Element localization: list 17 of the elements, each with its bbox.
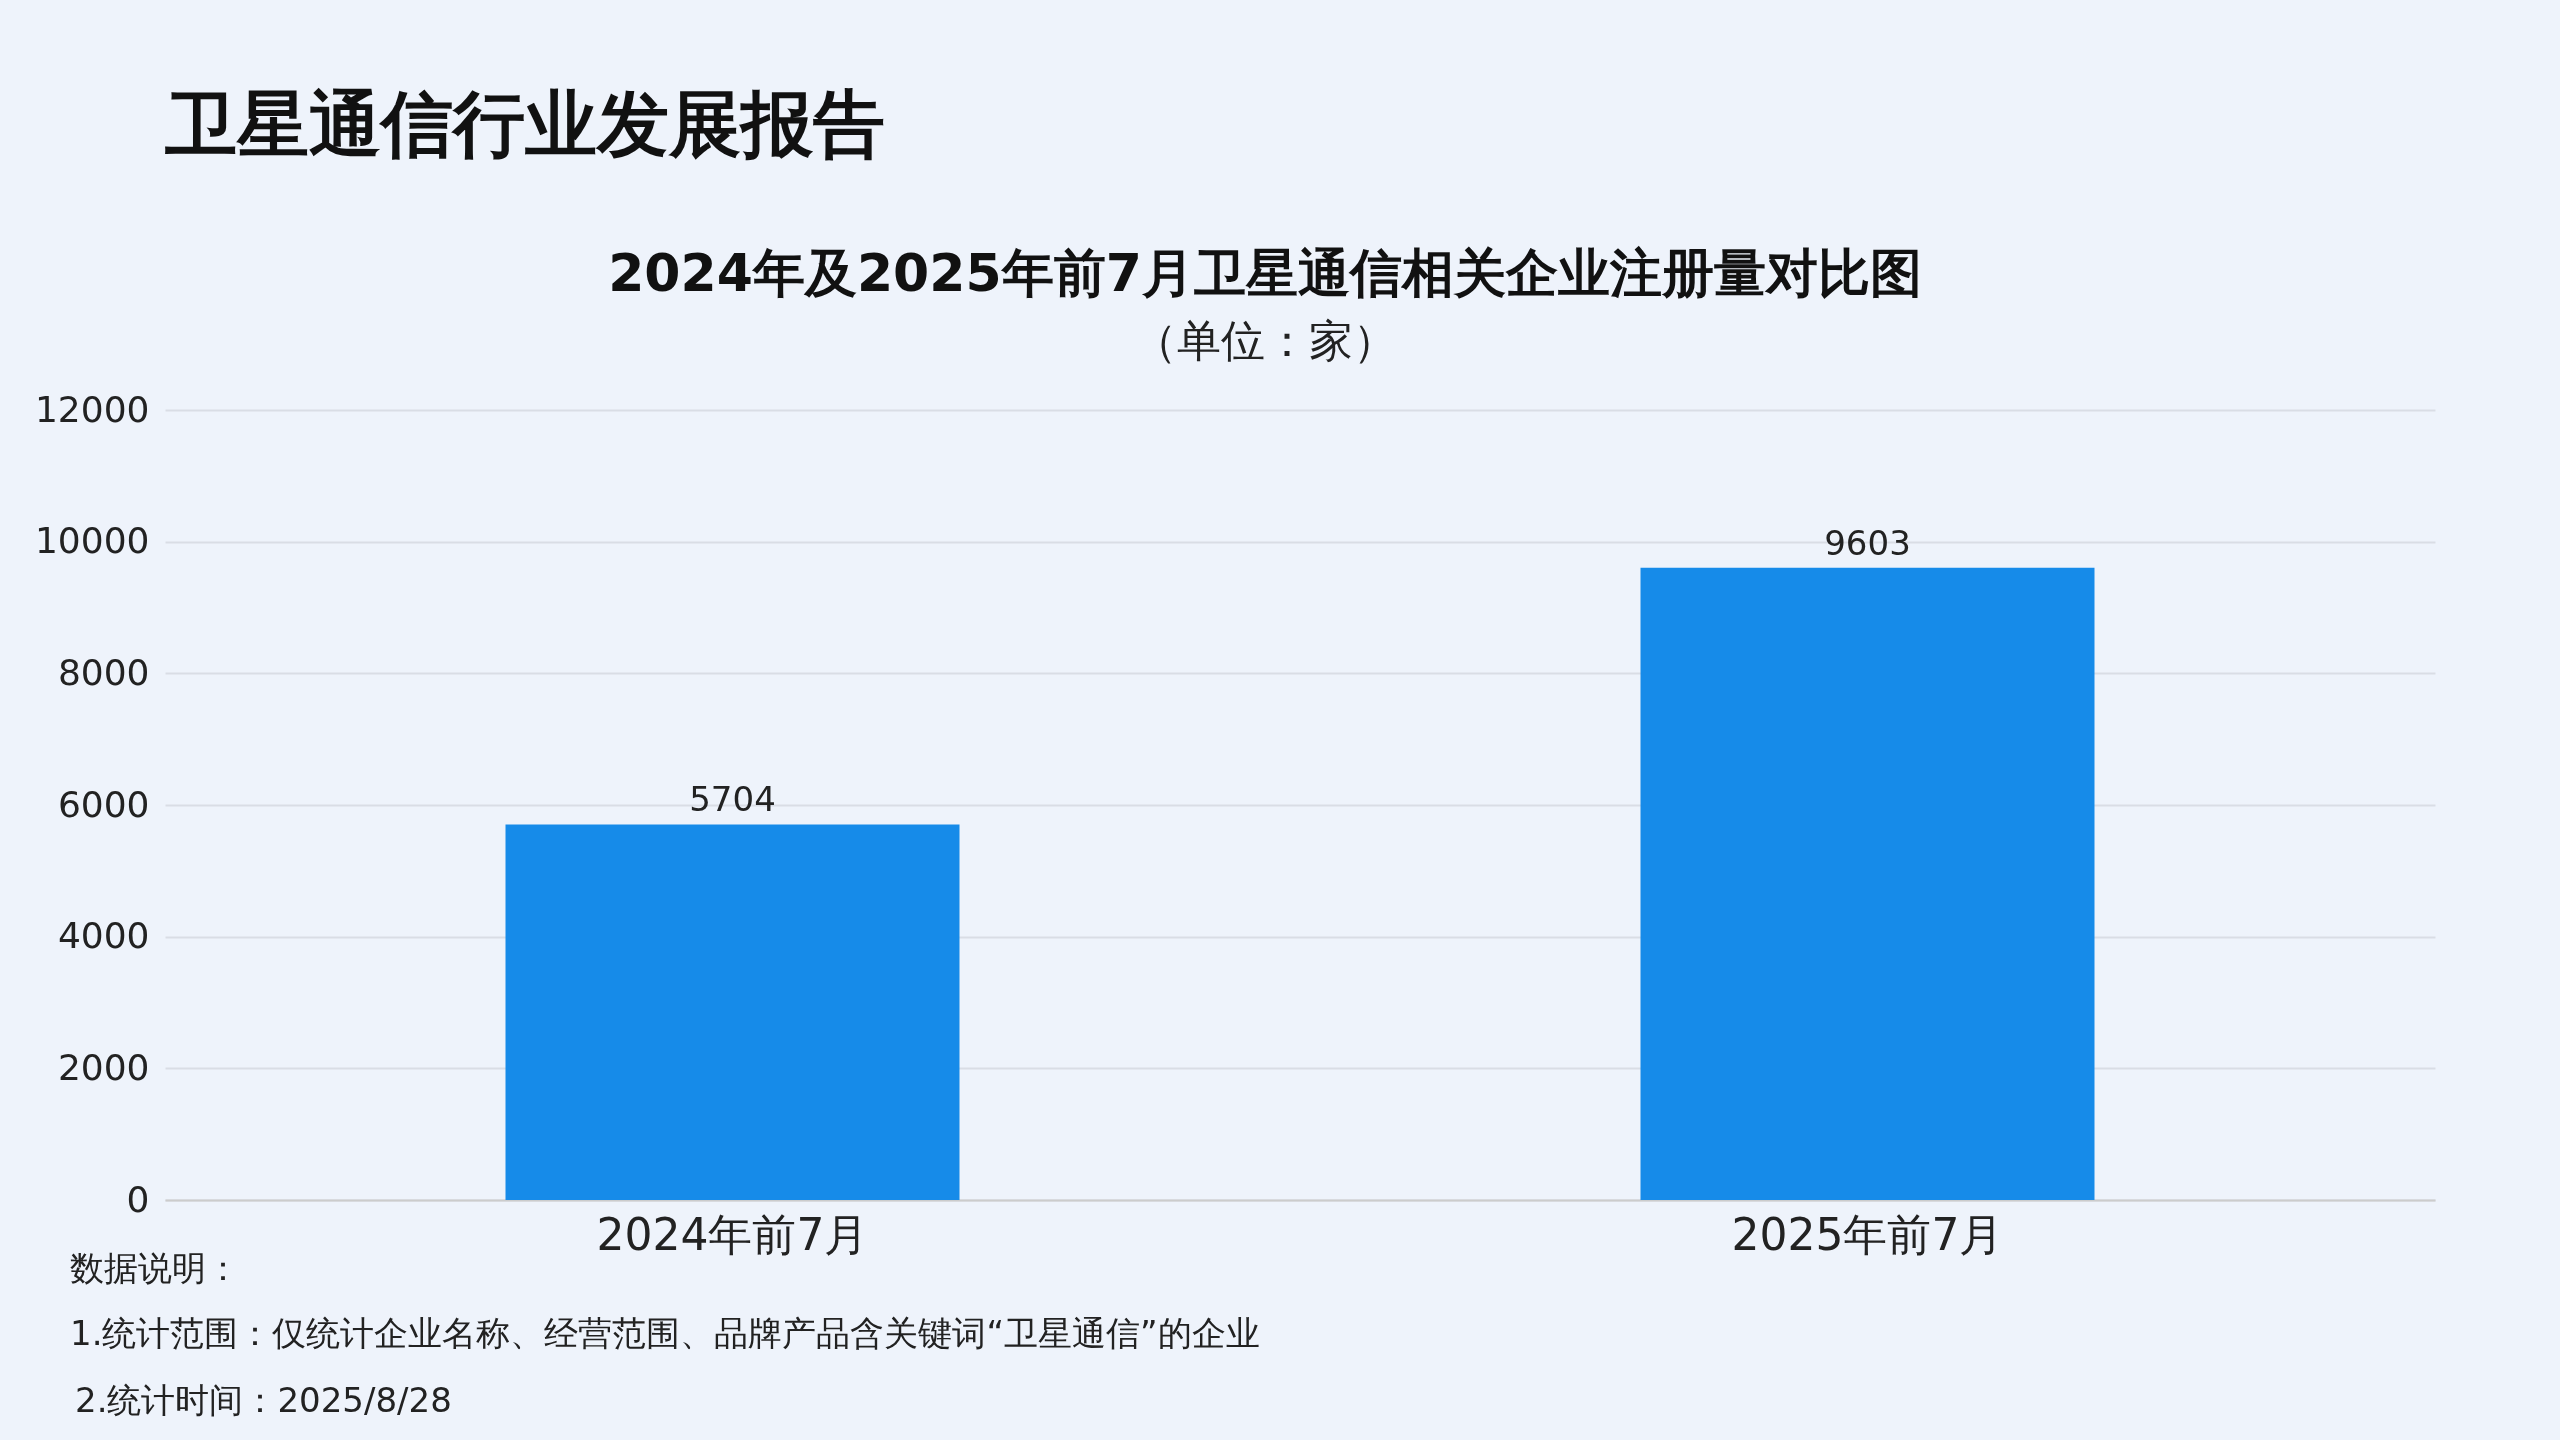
y-tick-label: 4000 — [57, 915, 150, 957]
x-tick-label: 2025年前7月 — [1731, 1208, 2004, 1260]
text: 2.统计时间：2025/8/28 — [75, 1380, 452, 1420]
x-tick-label: 2024年前7月 — [596, 1208, 869, 1260]
data-label: 9603 — [1824, 522, 1911, 563]
data-label: 5704 — [689, 779, 776, 820]
chart-subtitle: 2024年及2025年前7月卫星通信相关企业注册量对比图 — [608, 243, 1922, 303]
chart-title: 卫星通信行业发展报告 — [165, 82, 885, 166]
y-tick-label: 6000 — [57, 783, 150, 825]
text: （单位：家） — [1133, 315, 1397, 366]
text: 数据说明： — [70, 1248, 240, 1288]
y-tick-label: 0 — [126, 1178, 150, 1220]
y-tick-label: 12000 — [34, 388, 150, 430]
y-tick-label: 2000 — [57, 1046, 150, 1088]
y-tick-label: 10000 — [34, 520, 150, 562]
y-tick-label: 8000 — [57, 651, 150, 693]
text: 1.统计范围：仅统计企业名称、经营范围、品牌产品含关键词“卫星通信”的企业 — [70, 1313, 1260, 1353]
